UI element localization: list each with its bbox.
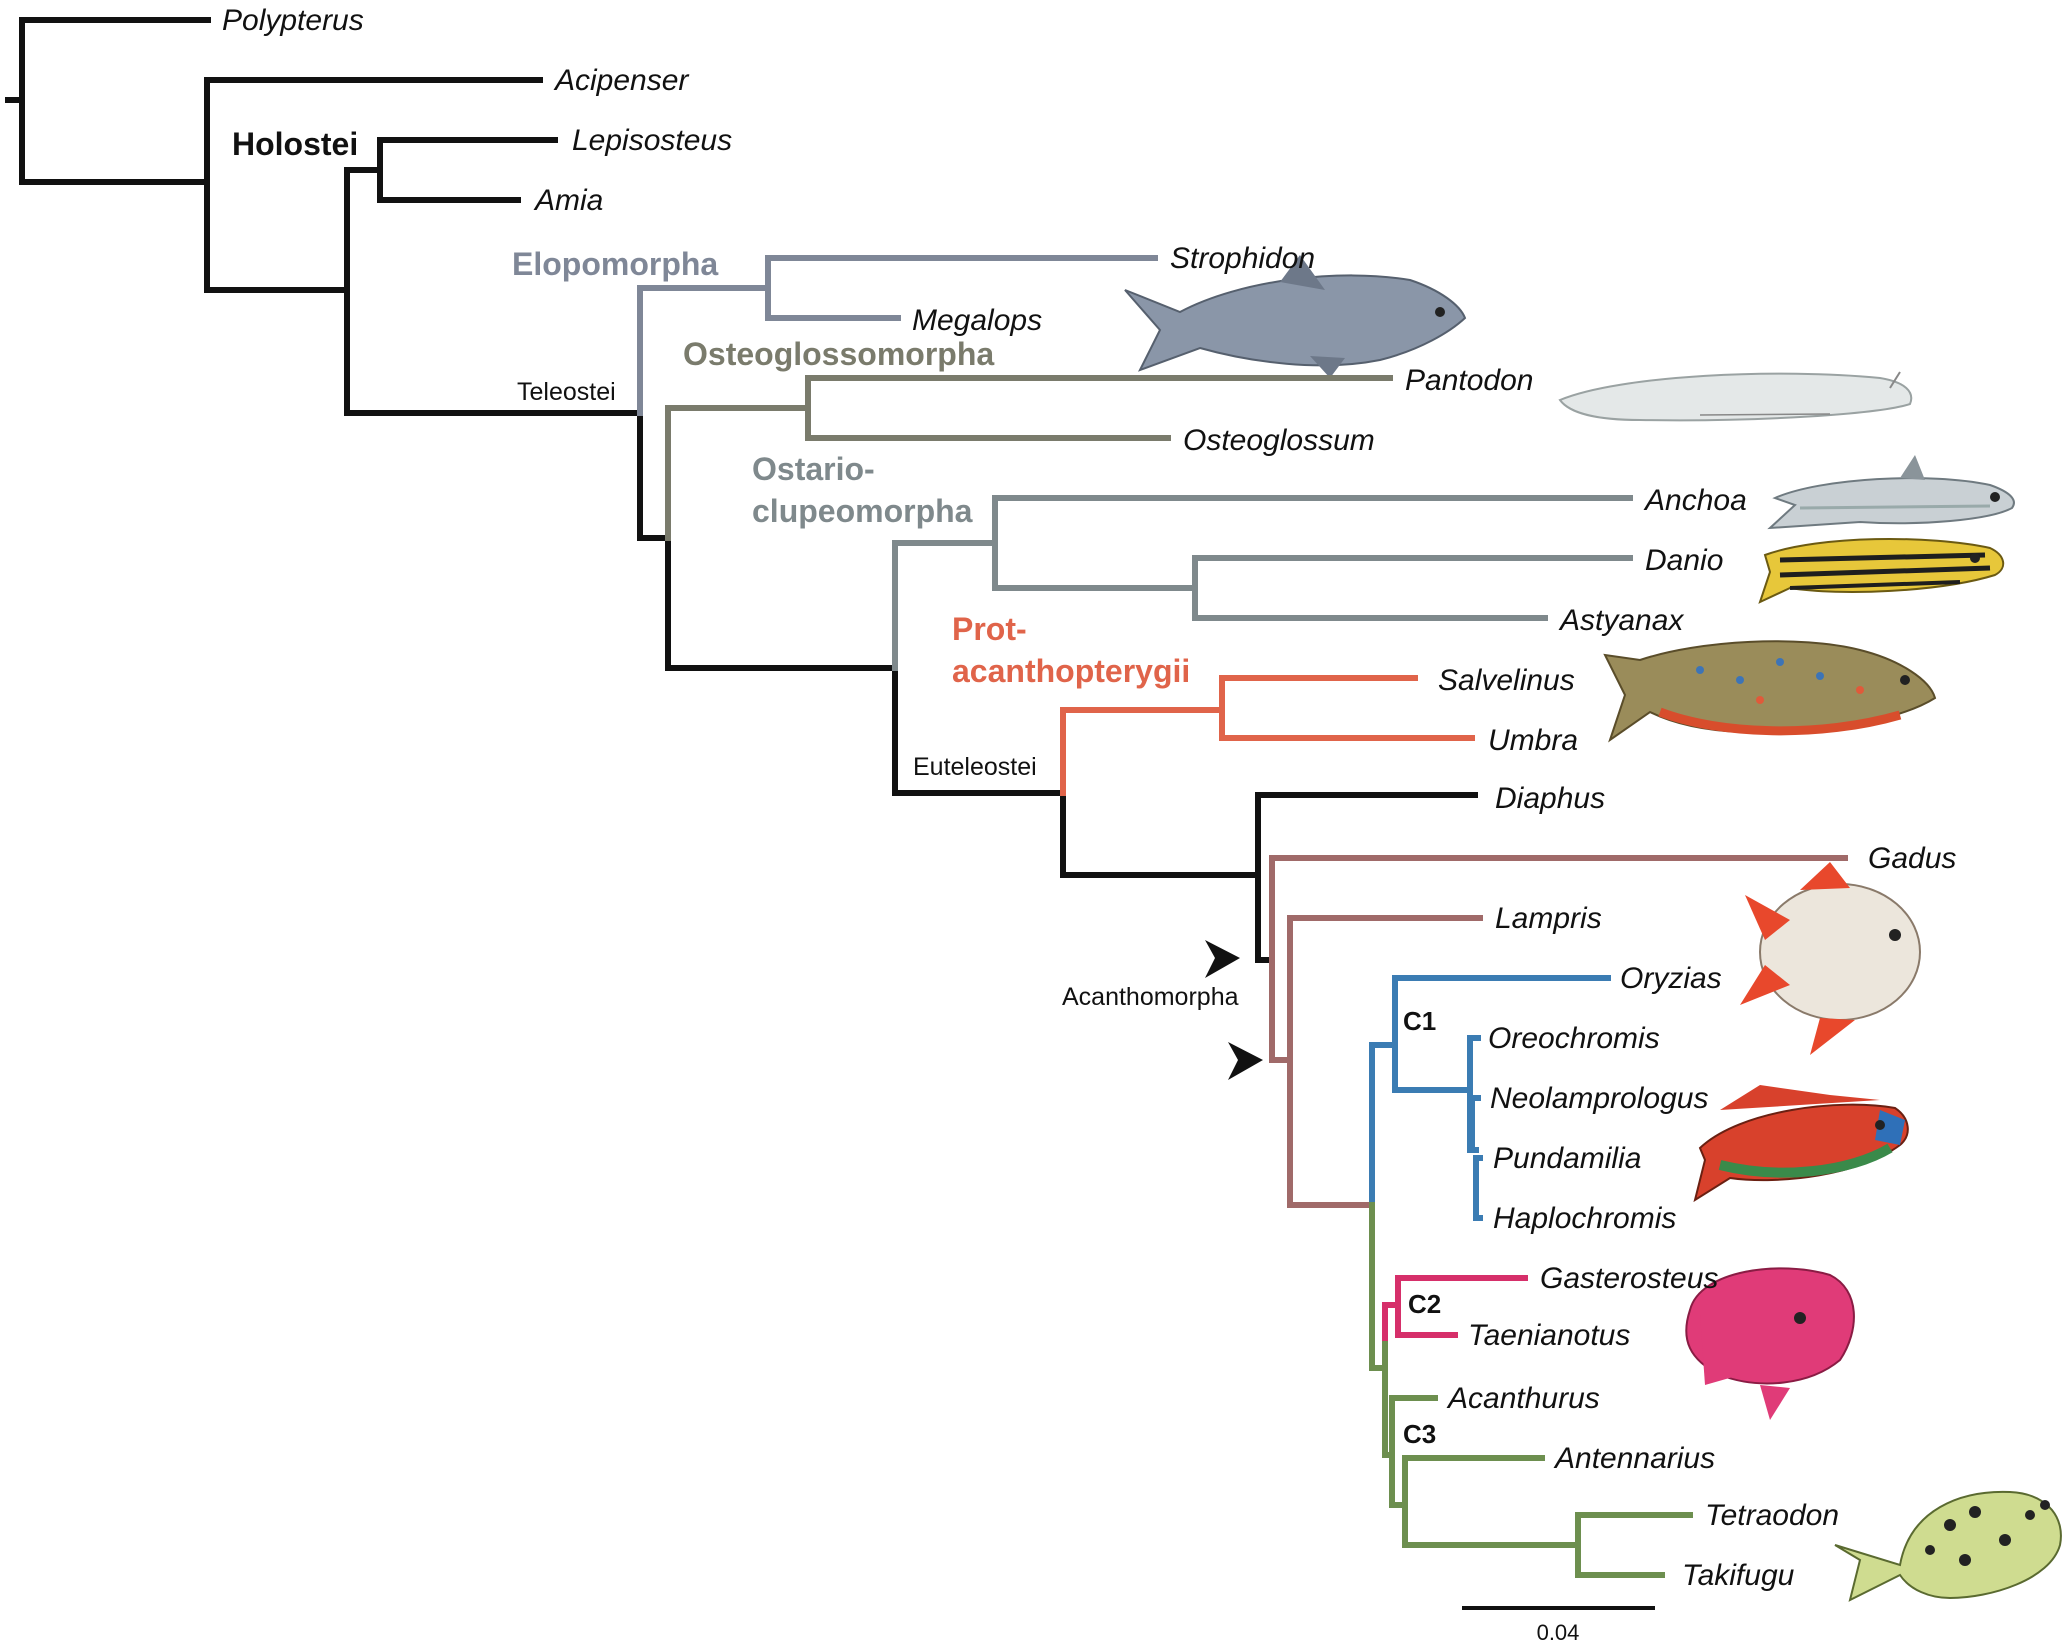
label-oryzias: Oryzias [1620,962,1722,995]
fish-illustration-lampris [1740,862,1921,1055]
label-anchoa: Anchoa [1643,484,1747,517]
label-salvelinus: Salvelinus [1438,664,1575,697]
clade-elopomorpha: Elopomorpha [512,246,718,282]
fish-illustration-danio [1758,537,2005,604]
label-lepisosteus: Lepisosteus [572,124,732,157]
subclade-c1: C1 [1403,1006,1436,1036]
clade-labels: Holostei Elopomorpha Osteoglossomorpha O… [232,126,1190,689]
label-haplochromis: Haplochromis [1493,1202,1676,1235]
fish-illustration-salvelinus [1603,640,1937,743]
species-labels: Polypterus Acipenser Lepisosteus Amia St… [222,4,1956,1592]
scale-bar-label: 0.04 [1537,1620,1580,1643]
clade-osteoglossomorpha: Osteoglossomorpha [683,336,994,372]
branches-protacanthopterygii [1060,675,1475,796]
label-amia: Amia [533,184,603,217]
label-pantodon: Pantodon [1405,364,1533,397]
fish-illustration-taenianotus [1685,1267,1855,1420]
fish-illustration-takifugu [1834,1490,2062,1602]
label-taenianotus: Taenianotus [1468,1319,1630,1352]
branches-backbone [5,17,1478,963]
node-euteleostei: Euteleostei [913,753,1037,781]
label-acipenser: Acipenser [553,64,689,97]
label-osteoglossum: Osteoglossum [1183,424,1375,457]
label-antennarius: Antennarius [1553,1442,1715,1475]
subclade-labels: C1 C2 C3 [1403,1006,1441,1449]
scale-bar: 0.04 [1462,1606,1655,1643]
label-acanthurus: Acanthurus [1446,1382,1600,1415]
branches-c3 [1369,1202,1693,1578]
clade-ostario-line1: Ostario- [752,451,875,487]
arrow-marker-upper [1205,940,1240,978]
clade-holostei: Holostei [232,126,358,162]
label-astyanax: Astyanax [1558,604,1684,637]
label-gasterosteus: Gasterosteus [1540,1262,1718,1295]
clade-ostario-line2: clupeomorpha [752,493,973,529]
label-takifugu: Takifugu [1682,1559,1795,1592]
label-megalops: Megalops [912,304,1042,337]
subclade-c2: C2 [1408,1289,1441,1319]
label-pundamilia: Pundamilia [1493,1142,1641,1175]
label-umbra: Umbra [1488,724,1578,757]
label-diaphus: Diaphus [1495,782,1605,815]
branches-acanthomorpha-basal [1269,855,1848,1208]
node-labels: Teleostei Euteleostei Acanthomorpha [517,378,1239,1011]
label-danio: Danio [1645,544,1723,577]
label-oreochromis: Oreochromis [1488,1022,1660,1055]
label-polypterus: Polypterus [222,4,364,37]
node-acanthomorpha: Acanthomorpha [1062,983,1239,1011]
label-neolamprologus: Neolamprologus [1490,1082,1708,1115]
label-gadus: Gadus [1868,842,1956,875]
branches-ostarioclupeomorpha [892,495,1633,671]
node-teleostei: Teleostei [517,378,616,406]
branches-c1 [1369,975,1611,1221]
branches-osteoglossomorpha [665,375,1393,541]
branches-c2 [1382,1275,1528,1341]
label-lampris: Lampris [1495,902,1602,935]
fish-illustration-pantodon [1558,371,1913,422]
branches-elopomorpha [637,255,1158,416]
fish-illustration-neolamprologus [1693,1085,1909,1203]
fish-illustration-anchoa [1767,455,2015,530]
arrow-marker-lower [1228,1042,1263,1080]
clade-prot-line1: Prot- [952,611,1027,647]
clade-prot-line2: acanthopterygii [952,653,1190,689]
label-tetraodon: Tetraodon [1705,1499,1839,1532]
label-strophidon: Strophidon [1170,242,1315,275]
subclade-c3: C3 [1403,1419,1436,1449]
fish-illustration-megalops [1124,255,1467,378]
